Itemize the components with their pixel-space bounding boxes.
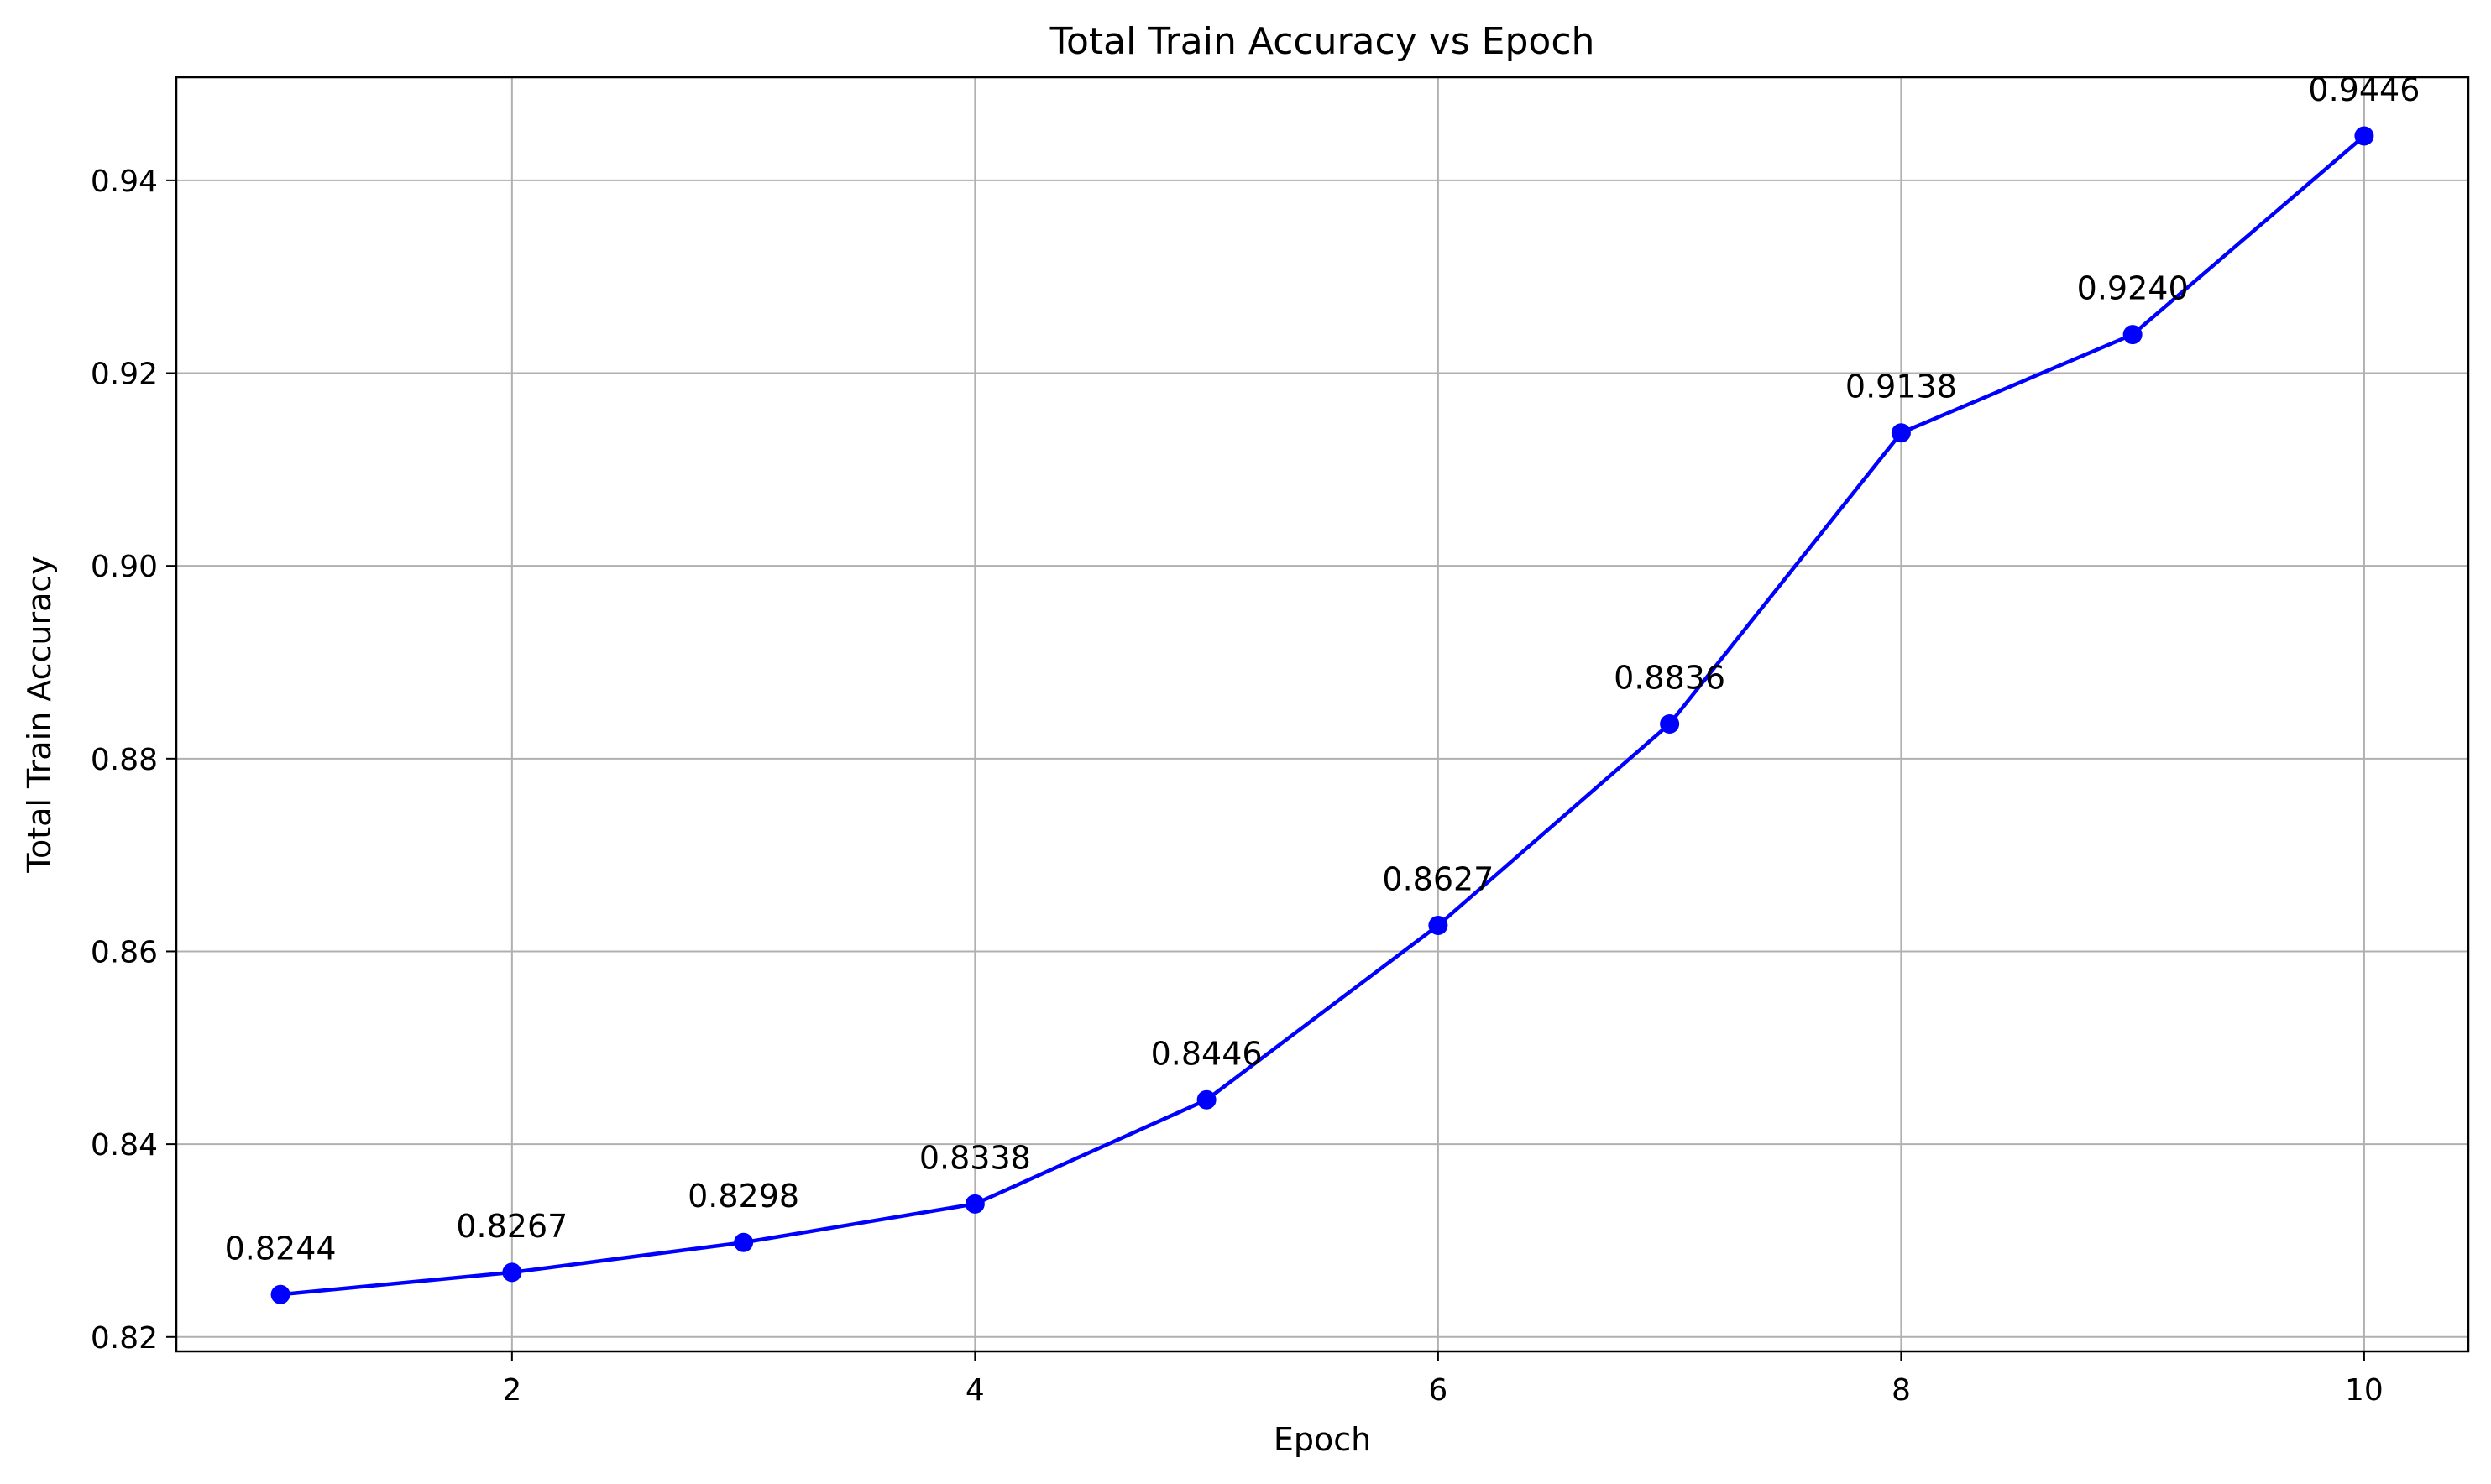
x-axis-ticks: 2 4 6 8 10	[502, 1351, 2384, 1408]
data-point	[1660, 713, 1680, 734]
data-point	[502, 1262, 522, 1283]
x-tick-label: 4	[966, 1373, 985, 1408]
y-tick-label: 0.94	[91, 165, 158, 199]
data-label: 0.8627	[1382, 860, 1494, 897]
data-label: 0.9240	[2077, 270, 2189, 307]
y-tick-label: 0.86	[91, 935, 158, 969]
data-labels: 0.8244 0.8267 0.8298 0.8338 0.8446 0.8627 0.88…	[225, 71, 2420, 1267]
data-point	[2122, 325, 2143, 345]
data-label: 0.8244	[225, 1230, 337, 1267]
data-point	[1428, 915, 1448, 935]
data-point	[1891, 423, 1911, 443]
data-label: 0.8446	[1151, 1035, 1263, 1072]
x-tick-label: 6	[1428, 1373, 1447, 1408]
y-axis-label: Total Train Accuracy	[21, 556, 58, 874]
x-tick-label: 2	[502, 1373, 521, 1408]
data-label: 0.8298	[688, 1178, 799, 1215]
y-tick-label: 0.84	[91, 1128, 158, 1163]
data-point	[270, 1284, 290, 1304]
chart-title: Total Train Accuracy vs Epoch	[1049, 20, 1595, 63]
data-label: 0.9138	[1845, 368, 1957, 405]
plot-frame	[175, 76, 2470, 1353]
series-line	[280, 134, 2366, 1297]
x-tick-label: 10	[2345, 1373, 2384, 1408]
data-point	[1196, 1089, 1217, 1110]
y-axis-ticks: 0.82 0.84 0.86 0.88 0.90 0.92 0.94	[91, 165, 176, 1356]
data-label: 0.9446	[2308, 71, 2420, 108]
x-axis-label: Epoch	[1274, 1421, 1371, 1458]
data-point	[734, 1232, 754, 1252]
x-tick-label: 8	[1892, 1373, 1911, 1408]
y-tick-label: 0.92	[91, 358, 158, 392]
data-label: 0.8836	[1614, 659, 1725, 696]
data-point	[2354, 126, 2374, 146]
data-label: 0.8338	[919, 1139, 1031, 1176]
y-tick-label: 0.82	[91, 1321, 158, 1356]
data-label: 0.8267	[456, 1208, 568, 1245]
y-tick-label: 0.88	[91, 743, 158, 777]
y-tick-label: 0.90	[91, 550, 158, 584]
data-point	[965, 1194, 985, 1214]
series-group	[270, 126, 2374, 1304]
gridlines	[176, 77, 2468, 1351]
